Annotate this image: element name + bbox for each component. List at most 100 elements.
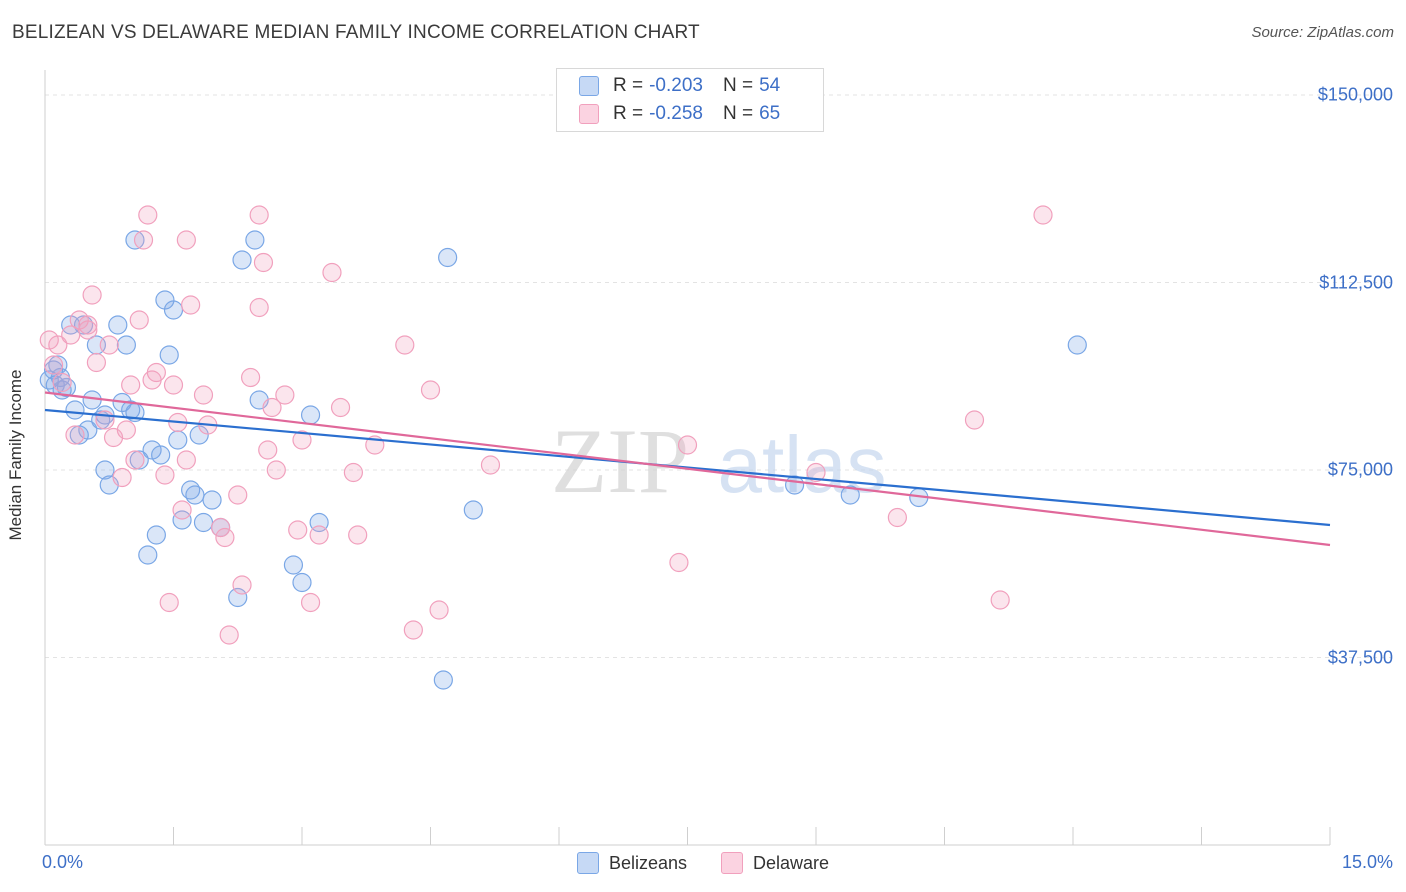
point-belizeans [168, 430, 188, 450]
y-tick-label: $112,500 [1319, 272, 1393, 292]
point-belizeans [151, 445, 171, 465]
point-delaware [219, 625, 239, 645]
point-delaware [78, 315, 98, 335]
y-tick-label: $75,000 [1327, 459, 1393, 480]
point-delaware [65, 425, 85, 445]
point-belizeans [232, 250, 252, 270]
gridlines [45, 94, 1392, 658]
point-delaware [146, 362, 166, 383]
y-tick-label: $150,000 [1317, 84, 1393, 105]
point-delaware [300, 592, 321, 613]
point-delaware [262, 397, 282, 418]
point-delaware [125, 450, 145, 470]
legend-swatch-belizeans [579, 76, 599, 96]
point-belizeans [146, 525, 166, 545]
point-delaware [990, 590, 1010, 610]
point-delaware [215, 527, 235, 548]
point-belizeans [433, 670, 453, 690]
point-belizeans [82, 390, 102, 410]
point-delaware [112, 467, 132, 488]
point-delaware [677, 435, 698, 455]
legend-r-label: R = [613, 103, 644, 124]
point-delaware [249, 205, 269, 225]
series-swatch-delaware [721, 852, 743, 874]
point-belizeans [283, 555, 304, 575]
series-name-belizeans: Belizeans [608, 852, 687, 873]
point-belizeans [292, 572, 312, 593]
point-delaware [420, 380, 441, 400]
point-delaware [275, 385, 295, 405]
point-belizeans [1067, 335, 1087, 355]
legend-r-label: R = [613, 75, 644, 96]
point-belizeans [245, 230, 265, 250]
chart-title: BELIZEAN VS DELAWARE MEDIAN FAMILY INCOM… [12, 22, 700, 43]
point-delaware [806, 462, 826, 483]
legend-r-value: -0.203 [649, 75, 703, 96]
point-delaware [181, 295, 201, 315]
point-belizeans [159, 345, 179, 365]
legend-r-value: -0.258 [649, 103, 703, 124]
point-belizeans [108, 315, 128, 335]
point-delaware [138, 205, 158, 225]
point-delaware [99, 335, 119, 355]
legend-swatch-delaware [579, 104, 599, 124]
point-delaware [266, 460, 286, 480]
legend-n-value: 65 [759, 103, 781, 124]
point-delaware [292, 430, 312, 450]
point-belizeans [193, 512, 214, 533]
point-belizeans [95, 460, 115, 480]
point-delaware [121, 375, 141, 395]
point-delaware [163, 375, 184, 395]
point-belizeans [65, 400, 85, 420]
point-delaware [403, 620, 423, 640]
series-legend-belizeans: Belizeans [576, 852, 687, 874]
point-delaware [228, 485, 248, 505]
point-delaware [322, 262, 342, 283]
y-axis-label: Median Family Income [6, 369, 25, 541]
legend-row-belizeans: R = -0.203 N = 54 [579, 74, 780, 98]
point-delaware [48, 335, 68, 355]
point-delaware [176, 230, 196, 250]
trend-line-belizeans [44, 408, 1331, 527]
point-delaware [232, 575, 252, 595]
x-tick-label-max: 15.0% [1341, 852, 1393, 872]
point-delaware [330, 397, 351, 418]
point-delaware [1033, 205, 1053, 225]
point-delaware [288, 520, 308, 540]
point-belizeans [129, 450, 149, 470]
point-delaware [193, 385, 214, 405]
point-belizeans [202, 490, 222, 510]
axes [44, 70, 1331, 846]
point-belizeans [438, 247, 458, 268]
series-swatch-belizeans [576, 852, 599, 874]
point-belizeans [163, 300, 184, 320]
legend-n-label: N = [722, 75, 754, 96]
point-delaware [129, 310, 149, 330]
trend-line-delaware [44, 391, 1331, 547]
point-belizeans [78, 420, 98, 440]
point-delaware [82, 285, 102, 305]
point-belizeans [463, 500, 483, 520]
legend-row-delaware: R = -0.258 N = 65 [579, 102, 780, 126]
source-label: Source: ZipAtlas.com [1251, 24, 1394, 41]
point-belizeans [172, 510, 192, 530]
point-delaware [480, 455, 501, 475]
point-delaware [343, 462, 363, 483]
point-delaware [133, 230, 154, 250]
y-tick-label: $37,500 [1327, 647, 1393, 667]
point-delaware [78, 320, 98, 340]
point-belizeans [185, 485, 205, 505]
legend-n-label: N = [722, 103, 754, 124]
point-delaware [211, 517, 231, 538]
series-legend: Belizeans Delaware [0, 852, 1406, 874]
point-belizeans [138, 545, 158, 565]
point-delaware [176, 450, 196, 470]
point-delaware [669, 552, 689, 573]
point-belizeans [116, 335, 136, 355]
legend-n-value: 54 [759, 75, 781, 96]
point-delaware [887, 507, 907, 528]
point-delaware [155, 465, 175, 485]
watermark-atlas: atlas [718, 420, 887, 509]
point-belizeans [840, 485, 860, 505]
